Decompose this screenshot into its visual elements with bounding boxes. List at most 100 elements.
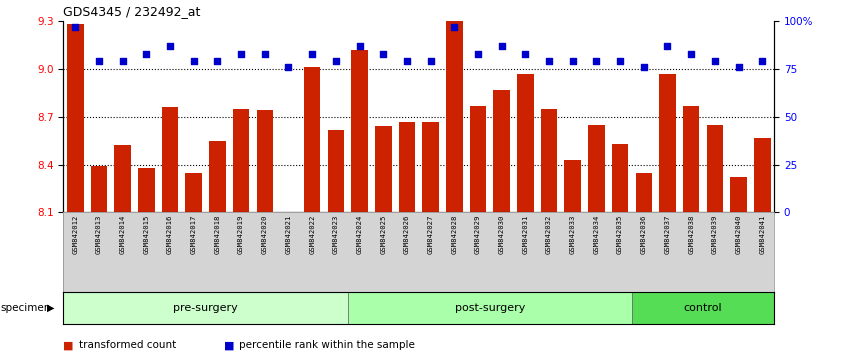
Bar <box>348 292 632 324</box>
Bar <box>138 168 155 212</box>
Text: GSM842038: GSM842038 <box>688 215 695 254</box>
Text: specimen: specimen <box>1 303 52 313</box>
Text: GSM842017: GSM842017 <box>190 215 197 254</box>
Bar <box>541 109 558 212</box>
Text: GDS4345 / 232492_at: GDS4345 / 232492_at <box>63 5 201 18</box>
Point <box>542 58 556 64</box>
Bar <box>256 110 273 212</box>
Bar <box>470 106 486 212</box>
Point <box>755 58 769 64</box>
Text: GSM842022: GSM842022 <box>309 215 316 254</box>
Text: GSM842012: GSM842012 <box>72 215 79 254</box>
Bar <box>304 68 321 212</box>
Point <box>708 58 722 64</box>
Point <box>353 43 366 49</box>
Bar <box>162 107 179 212</box>
Point <box>234 51 248 57</box>
Point <box>163 43 177 49</box>
Bar <box>564 160 581 212</box>
Text: GSM842030: GSM842030 <box>498 215 505 254</box>
Point <box>92 58 106 64</box>
Text: GSM842035: GSM842035 <box>617 215 624 254</box>
Text: GSM842039: GSM842039 <box>711 215 718 254</box>
Text: GSM842032: GSM842032 <box>546 215 552 254</box>
Text: GSM842036: GSM842036 <box>640 215 647 254</box>
Point <box>424 58 437 64</box>
Bar <box>67 24 84 212</box>
Text: GSM842033: GSM842033 <box>569 215 576 254</box>
Bar <box>683 106 700 212</box>
Text: GSM842016: GSM842016 <box>167 215 173 254</box>
Bar <box>588 125 605 212</box>
Bar <box>706 125 723 212</box>
Text: GSM842018: GSM842018 <box>214 215 221 254</box>
Bar <box>422 122 439 212</box>
Bar <box>517 74 534 212</box>
Point <box>637 64 651 70</box>
Text: GSM842019: GSM842019 <box>238 215 244 254</box>
Text: GSM842024: GSM842024 <box>356 215 363 254</box>
Bar <box>209 141 226 212</box>
Text: ■: ■ <box>224 340 234 350</box>
Point <box>519 51 532 57</box>
Text: GSM842020: GSM842020 <box>261 215 268 254</box>
Bar <box>754 138 771 212</box>
Text: GSM842027: GSM842027 <box>427 215 434 254</box>
Point <box>282 64 295 70</box>
Text: control: control <box>684 303 722 313</box>
Bar <box>635 173 652 212</box>
Text: GSM842031: GSM842031 <box>522 215 529 254</box>
Text: percentile rank within the sample: percentile rank within the sample <box>239 340 415 350</box>
Point <box>305 51 319 57</box>
Point <box>448 24 461 30</box>
Text: GSM842034: GSM842034 <box>593 215 600 254</box>
Text: GSM842026: GSM842026 <box>404 215 410 254</box>
Bar <box>185 173 202 212</box>
Point <box>211 58 224 64</box>
Bar <box>730 177 747 212</box>
Text: GSM842029: GSM842029 <box>475 215 481 254</box>
Bar <box>659 74 676 212</box>
Bar <box>446 21 463 212</box>
Bar <box>91 166 107 212</box>
Text: GSM842013: GSM842013 <box>96 215 102 254</box>
Text: post-surgery: post-surgery <box>454 303 525 313</box>
Point <box>590 58 603 64</box>
Point <box>329 58 343 64</box>
Point <box>400 58 414 64</box>
Bar <box>233 109 250 212</box>
Point <box>69 24 82 30</box>
Text: pre-surgery: pre-surgery <box>173 303 238 313</box>
Text: ▶: ▶ <box>47 303 54 313</box>
Text: GSM842025: GSM842025 <box>380 215 387 254</box>
Text: GSM842037: GSM842037 <box>664 215 671 254</box>
Text: GSM842040: GSM842040 <box>735 215 742 254</box>
Bar <box>612 144 629 212</box>
Bar <box>632 292 774 324</box>
Bar <box>327 130 344 212</box>
Bar <box>493 90 510 212</box>
Point <box>495 43 508 49</box>
Bar <box>114 145 131 212</box>
Point <box>116 58 129 64</box>
Text: GSM842028: GSM842028 <box>451 215 458 254</box>
Text: ■: ■ <box>63 340 74 350</box>
Point <box>376 51 390 57</box>
Point <box>661 43 674 49</box>
Bar <box>398 122 415 212</box>
Point <box>258 51 272 57</box>
Bar <box>351 50 368 212</box>
Point <box>140 51 153 57</box>
Bar <box>375 126 392 212</box>
Text: transformed count: transformed count <box>79 340 176 350</box>
Text: GSM842015: GSM842015 <box>143 215 150 254</box>
Point <box>684 51 698 57</box>
Text: GSM842021: GSM842021 <box>285 215 292 254</box>
Point <box>732 64 745 70</box>
Point <box>566 58 580 64</box>
Point <box>471 51 485 57</box>
Point <box>613 58 627 64</box>
Point <box>187 58 201 64</box>
Text: GSM842023: GSM842023 <box>332 215 339 254</box>
Text: GSM842041: GSM842041 <box>759 215 766 254</box>
